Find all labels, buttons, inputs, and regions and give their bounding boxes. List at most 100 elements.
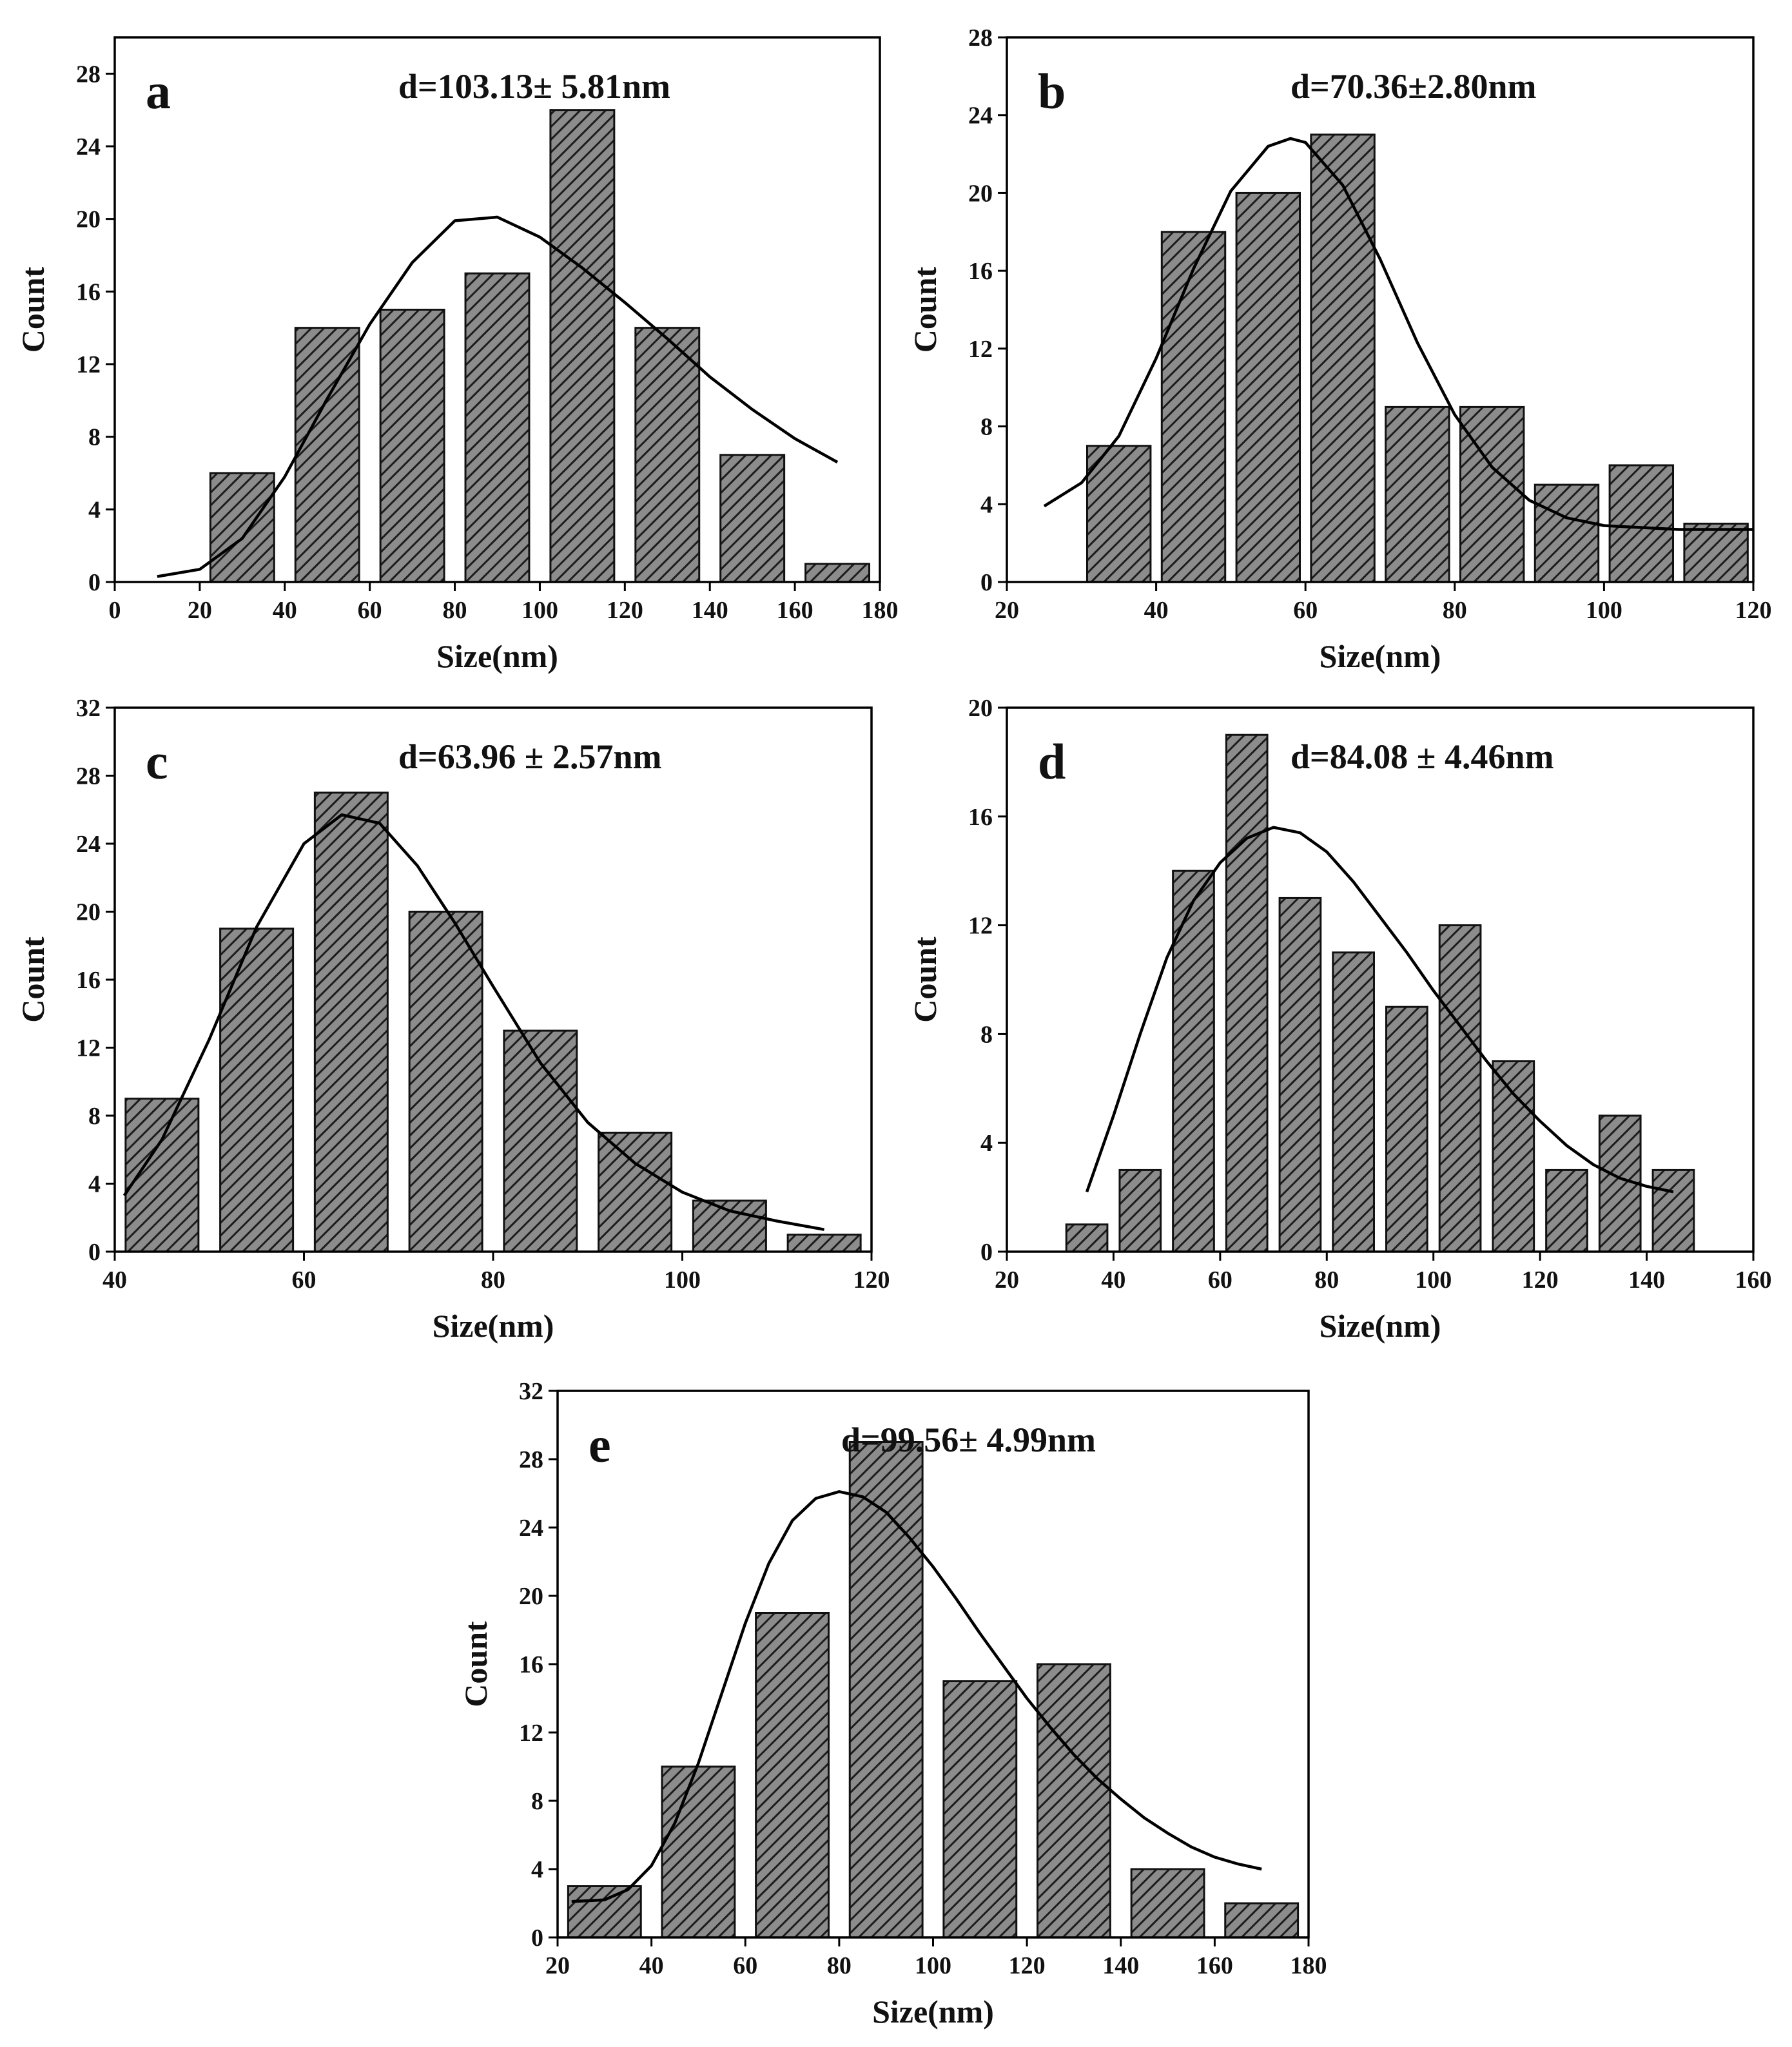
histogram-bar <box>804 563 871 583</box>
x-tick-label: 100 <box>915 1952 951 1979</box>
fit-curve <box>1085 826 1674 1194</box>
x-tick-label: 20 <box>545 1952 570 1979</box>
histogram-bar <box>1037 1663 1111 1939</box>
x-tick-label: 120 <box>1522 1266 1559 1294</box>
x-tick-label: 20 <box>995 1266 1019 1294</box>
size-annotation: d=70.36±2.80nm <box>1290 67 1536 106</box>
size-annotation: d=63.96 ± 2.57nm <box>398 737 661 776</box>
panel-e: 0 4 8 12 16 20 24 28 32 20 40 60 80 100 120 140 160 180 Si… <box>458 1378 1327 2030</box>
histogram-bar <box>549 109 616 583</box>
histogram-bar <box>692 1199 767 1253</box>
y-tick-label: 24 <box>76 133 101 160</box>
y-axis-label: Count <box>15 936 51 1023</box>
panel-c: 0 4 8 12 16 20 24 28 32 40 60 80 100 120 Size(nm) Count… <box>15 695 890 1344</box>
x-tick-label: 40 <box>273 597 297 624</box>
x-tick-label: 20 <box>995 597 1019 624</box>
x-tick-label: 180 <box>1290 1952 1327 1979</box>
y-tick-label: 0 <box>88 1239 101 1266</box>
y-tick-label: 0 <box>531 1925 543 1952</box>
x-axis-label: Size(nm) <box>436 638 558 674</box>
y-tick-label: 0 <box>980 1239 993 1266</box>
fit-curve <box>571 1490 1262 1903</box>
panel-d: 0 4 8 12 16 20 20 40 60 80 100 120 140 160 Size(nm) Cou… <box>907 695 1772 1344</box>
histogram-bar <box>1651 1169 1695 1253</box>
x-tick-label: 60 <box>1208 1266 1232 1294</box>
y-tick-label: 8 <box>980 414 993 441</box>
x-tick-label: 20 <box>188 597 212 624</box>
histogram-bar <box>379 309 445 583</box>
panel-label: e <box>589 1417 611 1473</box>
histogram-bar <box>1545 1169 1588 1253</box>
y-tick-label: 20 <box>76 899 101 926</box>
fit-curve <box>1043 137 1753 531</box>
y-tick-label: 0 <box>88 569 101 596</box>
y-tick-label: 32 <box>519 1378 543 1405</box>
y-tick-label: 20 <box>76 206 101 233</box>
x-tick-label: 140 <box>692 597 728 624</box>
histogram-bar <box>719 454 786 583</box>
panel-a: 0 4 8 12 16 20 24 28 0 20 40 60 80 100 120 140 160 180 Siz… <box>15 36 899 674</box>
y-tick-label: 28 <box>519 1446 543 1473</box>
y-tick-label: 4 <box>88 1171 101 1198</box>
y-axis-label: Count <box>907 266 943 353</box>
x-tick-label: 100 <box>664 1266 701 1294</box>
x-tick-label: 80 <box>443 597 467 624</box>
x-tick-label: 120 <box>1735 597 1772 624</box>
histogram-bar <box>464 272 531 583</box>
histogram-bar <box>634 327 701 583</box>
x-tick-label: 0 <box>109 597 121 624</box>
x-axis-label: Size(nm) <box>433 1308 554 1344</box>
size-annotation: d=103.13± 5.81nm <box>398 67 670 106</box>
y-tick-label: 4 <box>980 491 993 518</box>
x-tick-label: 40 <box>1144 597 1169 624</box>
x-tick-label: 40 <box>102 1266 127 1294</box>
histogram-bar <box>598 1131 673 1253</box>
panel-b: 0 4 8 12 16 20 24 28 20 40 60 80 100 120 Size(nm) Count… <box>907 24 1772 674</box>
y-tick-label: 28 <box>76 61 101 88</box>
x-tick-label: 60 <box>1293 597 1318 624</box>
histogram-bar <box>755 1612 830 1939</box>
y-tick-label: 16 <box>968 804 993 831</box>
y-tick-label: 24 <box>76 831 101 858</box>
x-tick-label: 180 <box>862 597 899 624</box>
histogram-bar <box>1118 1169 1162 1253</box>
y-tick-label: 8 <box>980 1021 993 1048</box>
histogram-bar <box>1065 1223 1109 1253</box>
x-tick-label: 80 <box>1314 1266 1339 1294</box>
x-tick-label: 140 <box>1102 1952 1139 1979</box>
y-tick-label: 8 <box>88 424 101 451</box>
histogram-bar <box>1310 133 1376 583</box>
x-tick-label: 60 <box>292 1266 317 1294</box>
histogram-bar <box>1385 1005 1428 1253</box>
fit-curve <box>157 215 839 578</box>
y-tick-label: 16 <box>76 967 101 994</box>
size-annotation: d=84.08 ± 4.46nm <box>1290 737 1553 776</box>
y-tick-label: 4 <box>531 1856 543 1883</box>
x-tick-label: 160 <box>1196 1952 1233 1979</box>
x-axis-label: Size(nm) <box>1320 638 1441 674</box>
y-tick-label: 28 <box>968 24 993 52</box>
histogram-bar <box>848 1441 924 1939</box>
y-tick-label: 28 <box>76 763 101 790</box>
x-tick-label: 120 <box>607 597 643 624</box>
x-tick-label: 100 <box>1415 1266 1452 1294</box>
histogram-bar <box>1172 869 1215 1253</box>
y-tick-label: 8 <box>88 1103 101 1130</box>
y-tick-label: 20 <box>968 695 993 722</box>
x-tick-label: 120 <box>1009 1952 1046 1979</box>
y-tick-label: 16 <box>76 278 101 306</box>
histogram-bar <box>1130 1868 1205 1939</box>
y-axis-label: Count <box>907 936 943 1023</box>
histogram-bar <box>1225 733 1269 1253</box>
y-tick-label: 12 <box>76 1035 101 1062</box>
x-axis-label: Size(nm) <box>872 1994 994 2030</box>
histogram-bar <box>1332 951 1375 1253</box>
y-tick-label: 32 <box>76 695 101 722</box>
histogram-bar <box>567 1885 642 1939</box>
x-tick-label: 40 <box>639 1952 664 1979</box>
x-tick-label: 160 <box>1735 1266 1772 1294</box>
x-tick-label: 60 <box>733 1952 757 1979</box>
y-tick-label: 16 <box>968 258 993 285</box>
panel-label: b <box>1038 63 1066 119</box>
y-tick-label: 12 <box>968 913 993 940</box>
